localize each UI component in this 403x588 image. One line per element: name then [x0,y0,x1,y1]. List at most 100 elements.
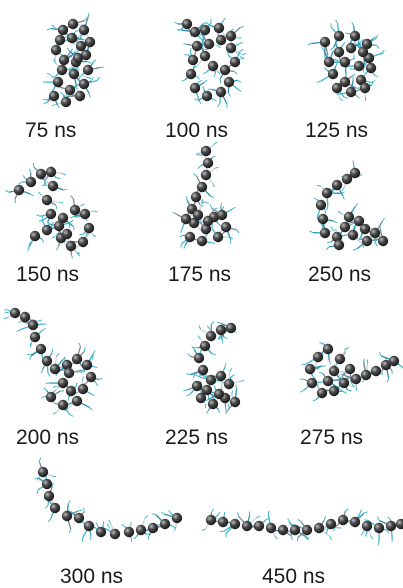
backbone-bead [85,37,95,47]
backbone-bead [326,519,336,529]
backbone-bead [338,515,348,525]
backbone-bead [332,83,342,93]
backbone-bead [389,356,399,366]
side-chain-stick [5,190,9,192]
side-chain-stick [54,58,55,62]
side-chain-stick [91,77,93,80]
backbone-bead [230,57,240,67]
backbone-bead [206,375,216,385]
side-chain-stick [356,96,359,99]
side-chain-stick [43,102,47,103]
side-chain-stick [53,412,56,414]
polymer-snapshot-175ns [168,145,248,255]
polymer-snapshot-450ns [205,500,403,555]
backbone-bead [208,399,218,409]
side-chain-stick [76,383,77,387]
backbone-bead [84,521,94,531]
side-chain-stick [382,371,383,375]
side-chain-stick [363,69,364,73]
snapshot-275ns [290,335,402,415]
side-chain-stick [42,239,44,242]
side-chain-stick [313,400,317,402]
backbone-bead [193,210,203,220]
backbone-bead [148,523,158,533]
backbone-bead [79,79,89,89]
backbone-bead [361,370,371,380]
side-chain-stick [330,536,331,540]
side-chain-stick [187,353,190,356]
backbone-bead [44,491,54,501]
backbone-bead [314,523,324,533]
side-chain-stick [23,176,25,179]
side-chain-stick [238,512,239,516]
side-chain-stick [340,98,343,100]
backbone-bead [172,513,182,523]
side-chain-stick [38,192,41,195]
snapshot-300ns [25,462,195,562]
backbone-bead [49,91,59,101]
backbone-bead [202,91,212,101]
side-chain-stick [387,530,389,533]
side-chain-stick [60,92,63,94]
side-chain-stick [217,71,220,74]
backbone-bead [65,85,75,95]
side-chain-stick [217,45,220,48]
backbone-bead [203,216,213,226]
backbone-bead [160,519,170,529]
side-chain-stick [324,516,325,520]
backbone-bead [61,97,71,107]
side-chain-stick [180,235,184,237]
side-chain-stick [298,519,301,521]
side-chain-stick [335,20,337,23]
backbone-bead [203,158,213,168]
backbone-bead [96,527,106,537]
side-chain-stick [52,105,56,106]
side-chain-stick [234,72,237,75]
polymer-snapshot-125ns [305,22,400,107]
backbone-bead [192,381,202,391]
side-chain-stick [59,202,63,203]
backbone-bead [73,53,83,63]
side-chain-stick [181,244,182,248]
backbone-bead [202,385,212,395]
backbone-bead [190,27,200,37]
backbone-bead [226,323,236,333]
side-chain-stick [374,75,378,77]
side-chain-stick [376,35,378,39]
backbone-bead [42,356,52,366]
backbone-bead [110,529,120,539]
side-chain-stick [350,69,354,70]
side-chain-stick [47,29,51,30]
side-chain-stick [308,43,312,44]
side-chain-stick [268,511,269,515]
side-chain-stick [39,458,41,462]
side-chain-stick [375,243,377,246]
side-chain-stick [84,347,85,351]
side-chain-stick [30,169,31,173]
side-chain-stick [224,337,227,339]
backbone-bead [192,41,202,51]
time-label-175ns: 175 ns [168,264,231,285]
backbone-bead [221,222,231,232]
side-chain-stick [203,86,204,90]
side-chain-stick [222,206,224,210]
polymer-snapshot-75ns [18,10,118,115]
backbone-bead [57,65,67,75]
side-chain-stick [53,386,57,387]
side-chain-stick [211,509,213,512]
side-chain-stick [131,538,132,542]
side-chain-stick [327,207,328,211]
side-chain-stick [351,223,354,225]
backbone-bead [50,364,60,374]
side-chain-stick [241,58,245,59]
backbone-bead [42,195,52,205]
backbone-bead [278,525,288,535]
side-chain-stick [352,22,354,26]
backbone-bead [302,525,312,535]
side-chain-stick [18,321,22,322]
backbone-bead [213,232,223,242]
side-chain-stick [193,67,197,68]
side-chain-stick [79,76,81,80]
backbone-bead [334,47,344,57]
side-chain-stick [355,204,358,207]
